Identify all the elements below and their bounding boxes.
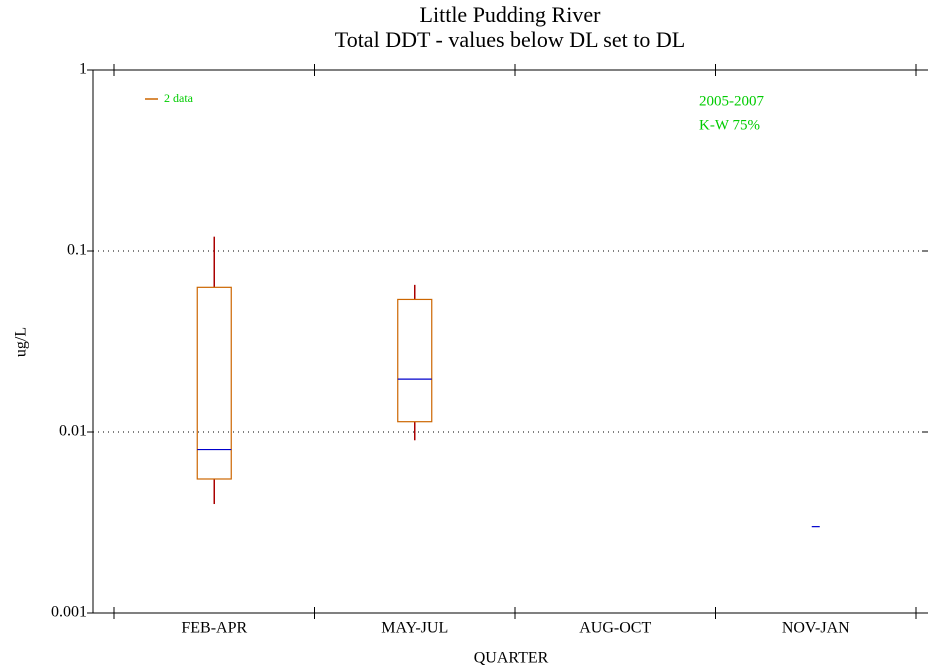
x-tick-label: FEB-APR	[181, 620, 247, 637]
chart-title: Little Pudding River	[420, 2, 602, 27]
annotation: 2005-2007	[699, 93, 764, 109]
x-tick-label: MAY-JUL	[381, 620, 448, 637]
x-axis-label: QUARTER	[474, 650, 549, 667]
x-tick-label: AUG-OCT	[579, 620, 651, 637]
box	[196, 286, 232, 480]
chart-subtitle: Total DDT - values below DL set to DL	[335, 27, 685, 52]
y-tick-label: 1	[79, 61, 87, 78]
y-tick-label: 0.01	[59, 423, 87, 440]
y-axis-label: ug/L	[13, 327, 30, 357]
y-tick-label: 0.001	[51, 604, 87, 621]
x-tick-label: NOV-JAN	[782, 620, 850, 637]
annotation: K-W 75%	[699, 117, 760, 133]
box	[397, 298, 433, 423]
legend-label: 2 data	[164, 91, 194, 105]
y-tick-label: 0.1	[67, 242, 87, 259]
